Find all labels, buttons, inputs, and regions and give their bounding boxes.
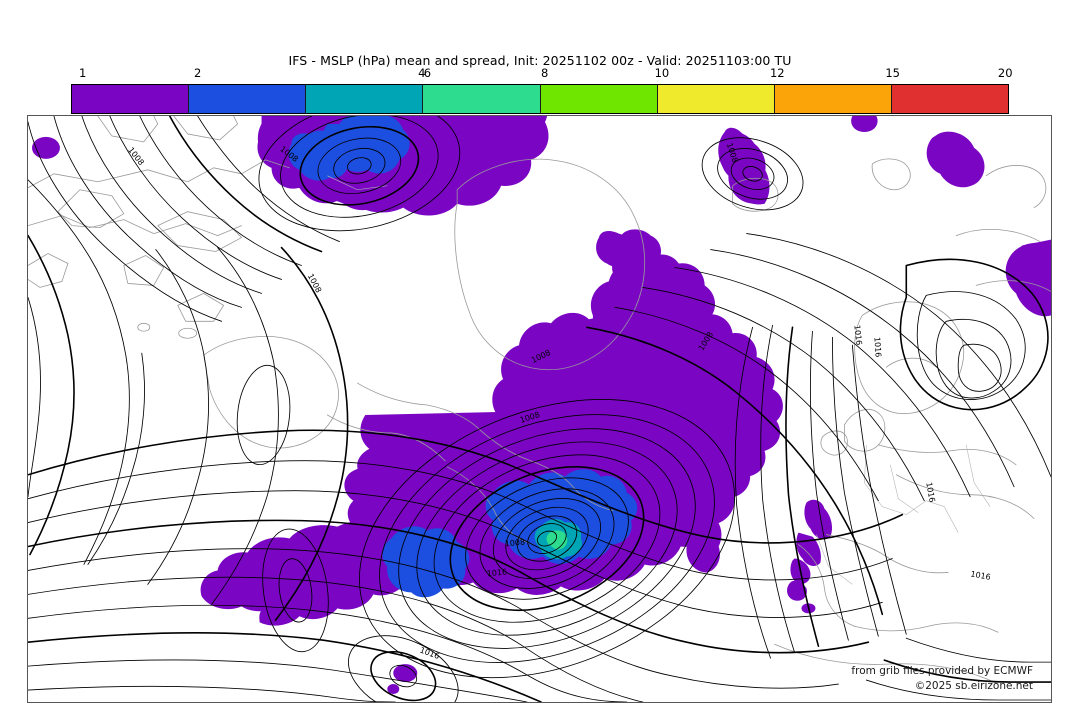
spread-area-purple-alps (804, 499, 833, 540)
colorbar-tick: 20 (997, 66, 1013, 80)
colorbar-segment-8-10 (539, 85, 657, 113)
colorbar-tick: 12 (769, 66, 785, 80)
spread-area-purple-azores-1 (393, 664, 418, 683)
spread-area-purple-top-edge (851, 116, 878, 132)
colorbar-tick: 10 (654, 66, 670, 80)
colorbar-segment-4-6 (305, 85, 423, 113)
colorbar-tick: 2 (193, 66, 202, 80)
spread-area-purple-iceland-2 (718, 127, 768, 204)
colorbar-strip (71, 84, 1009, 114)
spread-area-purple-barents (926, 131, 985, 188)
spread-area-purple-norwegian (662, 353, 773, 458)
contour-label: 1016 (486, 567, 507, 578)
colorbar-segment-6-8 (422, 85, 540, 113)
contour-label: 1016 (419, 646, 441, 661)
contour-label: 1016 (970, 570, 992, 582)
contour-label: 1016 (852, 325, 863, 346)
spread-area-purple-greenland-top3 (596, 230, 633, 267)
border-layer (327, 175, 991, 585)
spread-area-purple-west-arm (200, 520, 398, 612)
colorbar: 1 2 4 6 8 10 12 15 20 (71, 66, 1013, 114)
colorbar-tick: 1 (79, 66, 87, 80)
colorbar-tick: 4 (418, 66, 426, 80)
contour-label: 1016 (872, 337, 882, 358)
page-title: IFS - MSLP (hPa) mean and spread, Init: … (288, 53, 792, 68)
map-canvas[interactable]: 1008 1016 1016 1008 1008 1008 1016 1008 … (27, 115, 1052, 703)
spread-area-purple-right-edge-2 (1015, 239, 1051, 310)
spread-area-purple-med-3 (787, 580, 807, 601)
map-graphic: 1008 1016 1016 1008 1008 1008 1016 1008 … (28, 116, 1051, 702)
spread-area-blue-baffin-2 (288, 130, 350, 181)
spread-area-blue-west (382, 526, 470, 598)
spread-shading-layer (31, 116, 1051, 695)
colorbar-segment-15-20 (890, 85, 1008, 113)
colorbar-segment-10-12 (656, 85, 774, 113)
mslp-bold-contour-layer (28, 116, 1051, 702)
spread-area-purple-left-edge (31, 136, 60, 159)
colorbar-tick-labels: 1 2 4 6 8 10 12 15 20 (71, 66, 1013, 82)
contour-label: 1016 (924, 482, 936, 504)
colorbar-segment-12-15 (773, 85, 891, 113)
colorbar-tick: 15 (885, 66, 901, 80)
spread-area-purple-greenland (492, 312, 635, 432)
colorbar-segment-1-2 (72, 85, 189, 113)
contour-label-layer: 1008 1016 1016 1008 1008 1008 1016 1008 … (126, 142, 991, 661)
contour-label: 1008 (504, 537, 525, 548)
colorbar-tick: 6 (423, 66, 432, 80)
spread-area-purple-azores-2 (387, 684, 400, 695)
colorbar-segment-2-4 (188, 85, 306, 113)
colorbar-tick: 8 (541, 66, 549, 80)
